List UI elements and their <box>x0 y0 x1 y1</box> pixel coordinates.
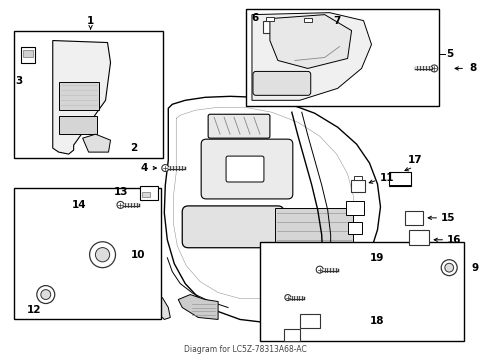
Circle shape <box>37 285 55 303</box>
Circle shape <box>96 248 110 262</box>
Circle shape <box>316 266 323 273</box>
Circle shape <box>431 65 438 72</box>
Bar <box>327 251 343 264</box>
Polygon shape <box>53 41 111 154</box>
Polygon shape <box>270 15 352 68</box>
Text: 2: 2 <box>130 143 138 153</box>
Bar <box>347 222 362 234</box>
Bar <box>350 180 365 192</box>
Circle shape <box>441 260 457 276</box>
FancyBboxPatch shape <box>201 139 293 199</box>
Bar <box>304 18 312 22</box>
Text: 15: 15 <box>441 213 456 223</box>
Bar <box>345 201 364 215</box>
Bar <box>21 46 35 63</box>
Text: 6: 6 <box>252 13 259 23</box>
Bar <box>23 50 33 58</box>
Circle shape <box>41 290 50 300</box>
Text: 14: 14 <box>72 200 87 210</box>
Text: 8: 8 <box>469 63 476 73</box>
Bar <box>409 230 429 245</box>
Bar <box>14 188 161 319</box>
Text: 11: 11 <box>379 173 394 183</box>
Bar <box>246 9 439 106</box>
Text: 10: 10 <box>130 250 145 260</box>
Text: 19: 19 <box>369 253 384 263</box>
Circle shape <box>90 242 116 268</box>
Text: 16: 16 <box>447 235 462 245</box>
Bar <box>14 31 163 158</box>
FancyBboxPatch shape <box>226 156 264 182</box>
Circle shape <box>162 165 169 171</box>
Bar <box>301 22 315 36</box>
Polygon shape <box>178 294 218 319</box>
Text: Diagram for LC5Z-78313A68-AC: Diagram for LC5Z-78313A68-AC <box>184 345 306 354</box>
Text: 13: 13 <box>114 187 128 197</box>
Bar <box>275 208 353 280</box>
Bar <box>354 176 362 180</box>
Text: 1: 1 <box>87 15 94 26</box>
Polygon shape <box>164 96 380 323</box>
Bar <box>260 242 464 341</box>
Bar <box>263 21 277 32</box>
Polygon shape <box>155 298 171 319</box>
Bar <box>143 192 150 197</box>
Bar <box>390 172 412 186</box>
FancyBboxPatch shape <box>253 71 311 95</box>
Bar <box>327 269 343 282</box>
Bar <box>266 17 274 21</box>
Text: 18: 18 <box>369 316 384 327</box>
Text: 17: 17 <box>407 155 422 165</box>
FancyBboxPatch shape <box>208 114 270 138</box>
Circle shape <box>445 263 454 272</box>
Bar <box>59 82 98 110</box>
Bar <box>59 116 97 134</box>
Text: 12: 12 <box>26 305 41 315</box>
Polygon shape <box>83 134 111 152</box>
Text: 7: 7 <box>334 15 341 26</box>
Text: 3: 3 <box>15 76 23 86</box>
Bar <box>284 329 300 341</box>
Bar <box>141 186 158 200</box>
Text: 4: 4 <box>141 163 148 173</box>
Text: 9: 9 <box>471 263 478 273</box>
Circle shape <box>117 201 124 208</box>
Bar <box>300 315 319 328</box>
Circle shape <box>285 294 291 301</box>
Text: 5: 5 <box>446 49 453 59</box>
Polygon shape <box>252 13 371 100</box>
FancyBboxPatch shape <box>182 206 284 248</box>
Bar <box>405 211 423 225</box>
